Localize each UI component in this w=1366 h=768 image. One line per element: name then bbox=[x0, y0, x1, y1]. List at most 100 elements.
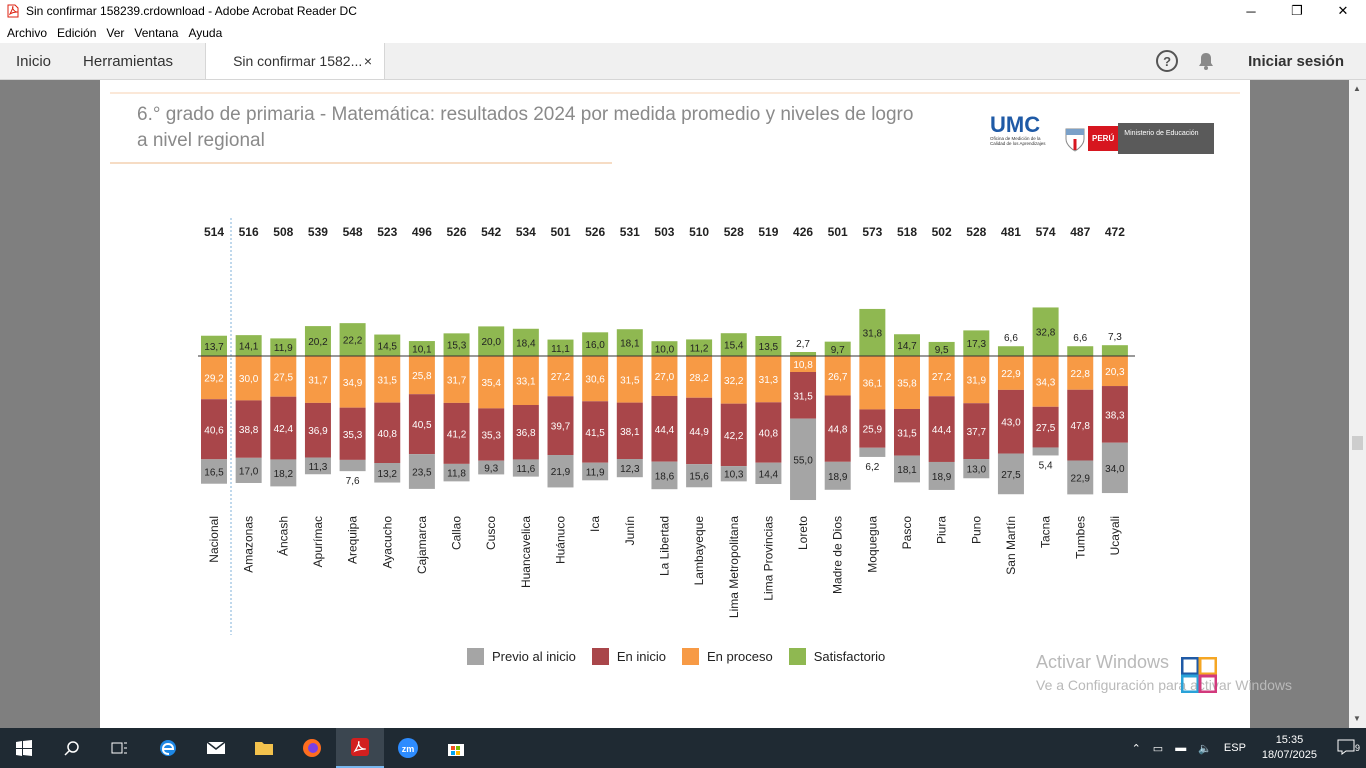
tab-bar: Inicio Herramientas Sin confirmar 1582..… bbox=[0, 43, 1366, 80]
category-label: Huancavelica bbox=[519, 516, 533, 588]
data-label: 44,4 bbox=[932, 425, 952, 436]
data-label: 13,2 bbox=[378, 469, 398, 480]
bar-en-proceso bbox=[235, 356, 262, 401]
help-icon[interactable]: ? bbox=[1156, 50, 1179, 72]
data-label: 10,8 bbox=[793, 360, 813, 371]
average-score: 514 bbox=[204, 225, 224, 239]
windows-start-icon[interactable] bbox=[0, 728, 48, 768]
data-label: 18,2 bbox=[274, 469, 294, 480]
data-label: 29,2 bbox=[204, 374, 224, 385]
battery-icon[interactable]: ▬ bbox=[1175, 742, 1187, 754]
search-icon[interactable] bbox=[48, 728, 96, 768]
data-label: 13,5 bbox=[759, 342, 779, 353]
zoom-icon[interactable]: zm bbox=[384, 728, 432, 768]
bar-en-inicio bbox=[512, 404, 539, 460]
legend-label: En proceso bbox=[706, 649, 773, 664]
bar-en-inicio bbox=[997, 389, 1024, 454]
task-view-icon[interactable] bbox=[96, 728, 144, 768]
tab-document[interactable]: Sin confirmar 1582... × bbox=[205, 43, 386, 79]
umc-logo-text: UMC bbox=[990, 112, 1041, 137]
data-label: 13,0 bbox=[967, 465, 987, 476]
edge-icon[interactable] bbox=[144, 728, 192, 768]
bar-en-inicio bbox=[720, 403, 747, 467]
tab-herramientas[interactable]: Herramientas bbox=[83, 52, 174, 70]
bar-previo bbox=[304, 457, 331, 475]
close-button[interactable]: ✕ bbox=[1337, 3, 1349, 18]
bar-en-proceso bbox=[443, 356, 470, 403]
menu-ver[interactable]: Ver bbox=[106, 25, 125, 40]
data-label: 27,2 bbox=[551, 372, 571, 383]
minedu-logo: PERÚ Ministerio de Educación bbox=[1062, 123, 1215, 154]
bar-en-proceso bbox=[894, 356, 920, 409]
scroll-thumb[interactable] bbox=[1352, 436, 1363, 450]
data-label: 31,5 bbox=[620, 375, 640, 386]
bar-satisfactorio bbox=[270, 338, 297, 356]
data-label: 27,5 bbox=[1036, 423, 1056, 434]
menu-ayuda[interactable]: Ayuda bbox=[188, 25, 223, 40]
average-score: 487 bbox=[1070, 225, 1090, 239]
tab-close-icon[interactable]: × bbox=[363, 53, 373, 69]
bar-en-inicio bbox=[928, 396, 955, 462]
data-label: 6,6 bbox=[1004, 333, 1018, 344]
peru-shield-icon bbox=[1065, 128, 1085, 152]
bar-en-inicio bbox=[235, 400, 262, 458]
minedu-label: Ministerio de Educación bbox=[1118, 123, 1215, 154]
network-icon[interactable]: ▭ bbox=[1152, 742, 1164, 755]
average-score: 574 bbox=[1036, 225, 1056, 239]
menu-ventana[interactable]: Ventana bbox=[134, 25, 179, 40]
scroll-up-icon[interactable]: ▲ bbox=[1353, 84, 1361, 93]
bar-satisfactorio bbox=[651, 341, 678, 356]
acrobat-taskbar-icon[interactable] bbox=[336, 728, 384, 768]
bell-icon[interactable] bbox=[1198, 52, 1214, 70]
average-score: 516 bbox=[239, 225, 259, 239]
clock[interactable]: 15:35 18/07/2025 bbox=[1262, 733, 1317, 763]
average-score: 542 bbox=[481, 225, 501, 239]
category-label: Cajamarca bbox=[415, 516, 429, 574]
data-label: 11,3 bbox=[309, 462, 328, 473]
category-label: Huánuco bbox=[554, 516, 568, 564]
bar-en-proceso bbox=[963, 356, 990, 404]
category-label: Callao bbox=[450, 516, 464, 550]
data-label: 11,9 bbox=[586, 468, 605, 479]
chevron-up-icon[interactable]: ⌃ bbox=[1131, 742, 1141, 755]
data-label: 36,8 bbox=[516, 428, 536, 439]
scroll-down-icon[interactable]: ▼ bbox=[1353, 714, 1361, 723]
tab-inicio[interactable]: Inicio bbox=[16, 52, 52, 70]
menu-archivo[interactable]: Archivo bbox=[7, 25, 48, 40]
maximize-button[interactable]: ❐ bbox=[1291, 3, 1303, 18]
category-label: Ayacucho bbox=[380, 516, 394, 569]
category-label: Lima Metropolitana bbox=[727, 516, 741, 618]
data-label: 17,0 bbox=[239, 466, 259, 477]
mail-icon[interactable] bbox=[192, 728, 240, 768]
legend-label: En inicio bbox=[616, 649, 666, 664]
volume-icon[interactable]: 🔈 bbox=[1198, 742, 1212, 755]
data-label: 20,2 bbox=[308, 337, 328, 348]
category-label: Pasco bbox=[900, 516, 914, 550]
data-label: 11,1 bbox=[551, 344, 570, 355]
data-label: 47,8 bbox=[1071, 421, 1091, 432]
menu-edicion[interactable]: Edición bbox=[57, 25, 97, 40]
data-label: 15,3 bbox=[447, 341, 467, 352]
data-label: 40,8 bbox=[378, 429, 398, 440]
data-label: 25,8 bbox=[412, 371, 432, 382]
vertical-scrollbar[interactable]: ▲ ▼ bbox=[1349, 80, 1366, 728]
notification-icon[interactable] bbox=[1337, 739, 1355, 758]
data-label: 14,7 bbox=[897, 341, 917, 352]
signin-button[interactable]: Iniciar sesión bbox=[1248, 52, 1344, 70]
bar-en-proceso bbox=[408, 356, 435, 395]
file-explorer-icon[interactable] bbox=[240, 728, 288, 768]
bar-en-inicio bbox=[790, 371, 817, 419]
bar-satisfactorio bbox=[408, 341, 435, 356]
bar-en-inicio bbox=[201, 399, 227, 460]
language-indicator[interactable]: ESP bbox=[1223, 742, 1246, 754]
bar-en-inicio bbox=[270, 396, 297, 460]
firefox-icon[interactable] bbox=[288, 728, 336, 768]
data-label: 6,2 bbox=[865, 462, 879, 473]
store-icon[interactable] bbox=[432, 728, 480, 768]
average-score: 496 bbox=[412, 225, 432, 239]
watermark-line2: Ve a Configuración para activar Windows bbox=[1036, 677, 1293, 693]
data-label: 34,0 bbox=[1105, 464, 1125, 475]
data-label: 41,5 bbox=[585, 428, 605, 439]
minimize-button[interactable]: ─ bbox=[1246, 3, 1256, 19]
